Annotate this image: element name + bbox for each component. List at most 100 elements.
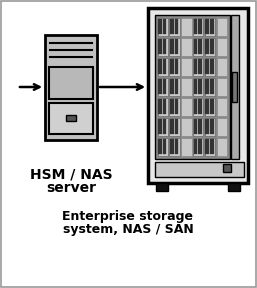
Bar [158,39,162,54]
Bar [193,118,203,136]
Bar [210,139,214,154]
Bar [205,37,215,56]
Bar [175,139,178,154]
Bar [158,139,162,154]
Bar [205,18,215,36]
Bar [169,18,180,36]
Bar [170,58,173,74]
Bar [210,98,214,114]
Bar [198,139,202,154]
Text: system, NAS / SAN: system, NAS / SAN [63,223,193,236]
Bar [205,58,215,76]
Bar [155,162,244,177]
Text: Enterprise storage: Enterprise storage [62,210,194,223]
Bar [158,37,168,56]
Bar [158,118,168,136]
Bar [205,139,209,154]
Bar [210,79,214,94]
Bar [170,18,173,34]
Bar [169,58,180,76]
Bar [205,98,215,116]
Bar [217,118,227,136]
Bar [170,79,173,94]
Bar [181,18,191,36]
Bar [170,118,173,134]
Bar [170,39,173,54]
Bar [163,98,166,114]
Bar [217,77,227,96]
Bar [210,18,214,34]
Bar [193,137,203,156]
Bar [169,77,180,96]
Bar [169,37,180,56]
Bar [217,137,227,156]
Bar [198,18,202,34]
Bar [205,79,209,94]
Bar [163,118,166,134]
Bar [194,18,197,34]
Bar [205,118,215,136]
Bar [175,18,178,34]
Bar [205,18,209,34]
Bar [163,39,166,54]
Bar [49,103,93,134]
Bar [193,77,203,96]
Bar [181,37,191,56]
Bar [205,98,209,114]
Bar [193,58,203,76]
Bar [194,58,197,74]
Bar [175,79,178,94]
Bar [193,37,203,56]
Bar [228,183,240,191]
Bar [198,58,202,74]
Bar [163,18,166,34]
Bar [205,118,209,134]
Bar [158,58,168,76]
Bar [210,118,214,134]
Bar [158,77,168,96]
Bar [45,35,97,140]
Bar [169,137,180,156]
Bar [210,58,214,74]
Bar [49,67,93,99]
Bar [217,37,227,56]
Bar [158,79,162,94]
Bar [194,39,197,54]
Bar [205,77,215,96]
Bar [148,8,248,183]
Bar [158,118,162,134]
Bar [205,137,215,156]
Bar [158,18,162,34]
Bar [194,139,197,154]
Bar [169,118,180,136]
Bar [181,118,191,136]
Bar [193,98,203,116]
Bar [181,58,191,76]
Bar [163,58,166,74]
Bar [194,79,197,94]
Bar [198,39,202,54]
Bar [170,139,173,154]
Bar [181,77,191,96]
Bar [169,98,180,116]
Bar [217,18,227,36]
Bar [198,98,202,114]
Bar [217,98,227,116]
Bar [198,79,202,94]
Bar [194,98,197,114]
Bar [170,98,173,114]
Bar [163,79,166,94]
Bar [158,18,168,36]
Bar [175,118,178,134]
Bar [232,72,237,102]
Text: server: server [46,181,96,195]
Bar [217,58,227,76]
Bar [158,58,162,74]
Bar [158,137,168,156]
Bar [163,139,166,154]
Bar [210,39,214,54]
Bar [194,118,197,134]
Bar [181,137,191,156]
Bar [155,15,230,159]
Bar [156,183,168,191]
